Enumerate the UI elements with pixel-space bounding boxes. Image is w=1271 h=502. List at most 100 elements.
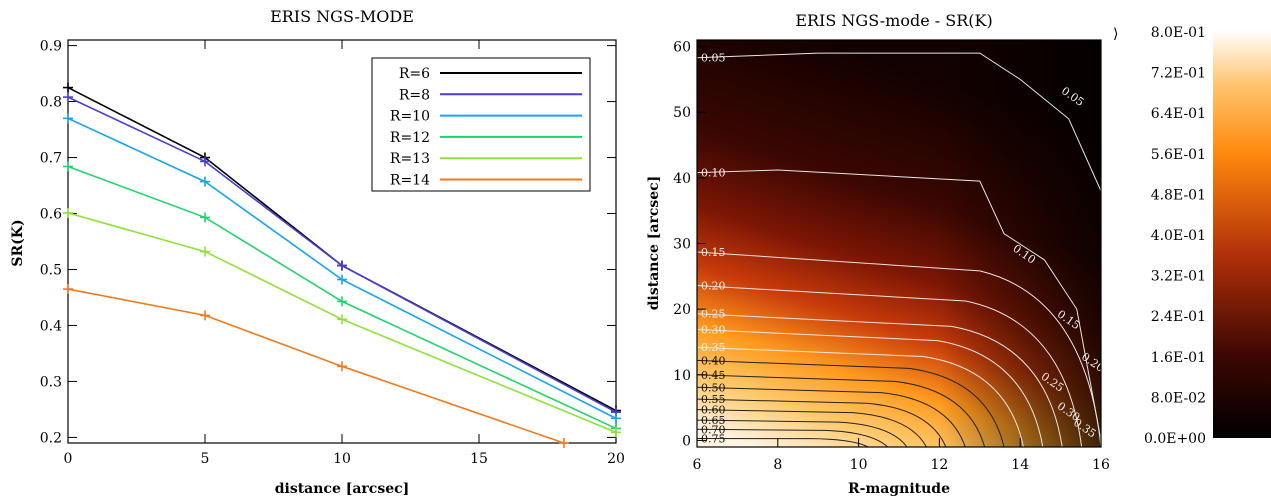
x-tick-label: 20 [607, 451, 625, 467]
colorbar-tick-label: 6.4E-01 [1151, 106, 1206, 122]
series-line-r13 [67, 212, 617, 434]
contour-chart-xlabel: R-magnitude [848, 481, 950, 497]
colorbar-tick-label: 5.6E-01 [1151, 147, 1206, 163]
data-point [200, 176, 210, 187]
x-tick-label: 8 [773, 457, 782, 473]
contour-label: 0.25 [701, 308, 726, 321]
data-point [63, 161, 73, 172]
y-tick-label: 10 [673, 368, 691, 384]
contour-chart-title: ERIS NGS-mode - SR(K) [795, 11, 992, 30]
contour-label: 0.10 [701, 167, 726, 180]
y-tick-label: 0.8 [40, 95, 62, 111]
data-point [337, 361, 347, 372]
contour-line [697, 409, 927, 447]
line-chart-legend: R=6 R=8 R=10 R=12 R=13 R=14 [371, 57, 591, 192]
contour-chart-ylabel: distance [arcsec] [646, 176, 662, 311]
data-point [611, 427, 621, 438]
contour-line [697, 346, 1024, 447]
x-tick-label: 10 [333, 451, 351, 467]
y-tick-label: 60 [673, 40, 691, 56]
contour-label: 0.35 [701, 341, 726, 354]
data-point [200, 212, 210, 223]
y-tick-label: 0.6 [40, 207, 62, 223]
contour-label: 0.40 [701, 354, 726, 367]
contour-line [697, 313, 1063, 447]
line-chart: ERIS NGS-MODE 0 5 10 15 20 0.2 0.3 0.4 0.5 0.6 0.7… [10, 7, 625, 497]
y-tick-label: 0 [682, 433, 691, 449]
series-line-r14 [67, 288, 565, 444]
y-tick-label: 50 [673, 105, 691, 121]
colorbar-tick-label: 3.2E-01 [1151, 269, 1206, 285]
colorbar-arrow: ⟩ [1113, 26, 1118, 42]
x-tick-label: 5 [201, 451, 210, 467]
contour-label: 0.75 [701, 432, 726, 445]
contour-label: 0.55 [701, 393, 726, 406]
contour-line [697, 52, 1101, 192]
data-point [200, 310, 210, 321]
line-chart-xlabel: distance [arcsec] [275, 481, 410, 497]
colorbar [1213, 30, 1271, 438]
x-tick-label: 10 [850, 457, 868, 473]
contour-label: 0.15 [701, 246, 726, 259]
x-tick-label: 15 [470, 451, 488, 467]
colorbar-tick-label: 7.2E-01 [1151, 66, 1206, 82]
colorbar-tick-label: 2.4E-01 [1151, 309, 1206, 325]
contour-line [697, 398, 947, 447]
legend-label: R=10 [390, 109, 430, 125]
contour-label: 0.60 [701, 404, 726, 417]
series-line-r8 [67, 96, 617, 413]
contour-line [697, 374, 986, 447]
data-point [337, 260, 347, 271]
x-tick-label: 12 [930, 457, 948, 473]
data-point [611, 413, 621, 424]
data-point [63, 82, 73, 93]
contour-line [697, 386, 966, 447]
contour-line [697, 428, 889, 447]
line-chart-ticks: 0 5 10 15 20 0.2 0.3 0.4 0.5 0.6 0.7 0.8 0.9 [40, 39, 625, 467]
x-tick-label: 14 [1011, 457, 1029, 473]
x-tick-label: 16 [1092, 457, 1110, 473]
contour-label: 0.45 [701, 369, 726, 382]
y-tick-label: 0.2 [40, 430, 62, 446]
data-point [337, 296, 347, 307]
y-tick-label: 20 [673, 302, 691, 318]
y-tick-label: 0.7 [40, 151, 62, 167]
y-tick-label: 0.5 [40, 262, 62, 278]
colorbar-tick-label: 0.0E+00 [1144, 431, 1206, 447]
contour-label: 0.70 [701, 423, 726, 436]
series-line-r10 [67, 117, 617, 420]
colorbar-tick-label: 4.8E-01 [1151, 187, 1206, 203]
data-point [63, 207, 73, 218]
contour-label: 0.65 [701, 414, 726, 427]
y-tick-label: 0.9 [40, 39, 62, 55]
colorbar-tick-label: 1.6E-01 [1151, 350, 1206, 366]
legend-box [371, 57, 591, 192]
y-tick-label: 0.3 [40, 374, 62, 390]
line-chart-ylabel: SR(K) [10, 219, 26, 266]
legend-label: R=12 [390, 130, 430, 146]
data-point [200, 156, 210, 167]
legend-label: R=8 [399, 87, 430, 103]
y-tick-label: 30 [673, 237, 691, 253]
data-point [558, 438, 569, 448]
x-tick-label: 6 [693, 457, 702, 473]
legend-label: R=13 [390, 151, 430, 167]
colorbar-ticks: 8.0E-01 7.2E-01 6.4E-01 5.6E-01 4.8E-01 4.0E-… [1144, 25, 1206, 447]
contour-line [697, 437, 869, 447]
colorbar-tick-label: 8.0E-02 [1151, 390, 1206, 406]
contour-line [697, 285, 1083, 447]
contour-label: 0.50 [701, 381, 726, 394]
x-tick-label: 0 [64, 451, 73, 467]
contour-line [697, 328, 1044, 447]
contour-label: 0.30 [701, 323, 726, 336]
contour-chart: ERIS NGS-mode - SR(K) [646, 11, 1271, 497]
contour-chart-ticks: 6 8 10 12 14 16 0 10 20 30 40 50 60 [673, 40, 1110, 473]
data-point [337, 274, 347, 285]
contour-line [697, 359, 1005, 447]
contour-line [697, 169, 1101, 441]
legend-label: R=14 [390, 173, 430, 189]
data-point [63, 113, 73, 124]
y-tick-label: 40 [673, 171, 691, 187]
series-line-r12 [67, 165, 617, 430]
